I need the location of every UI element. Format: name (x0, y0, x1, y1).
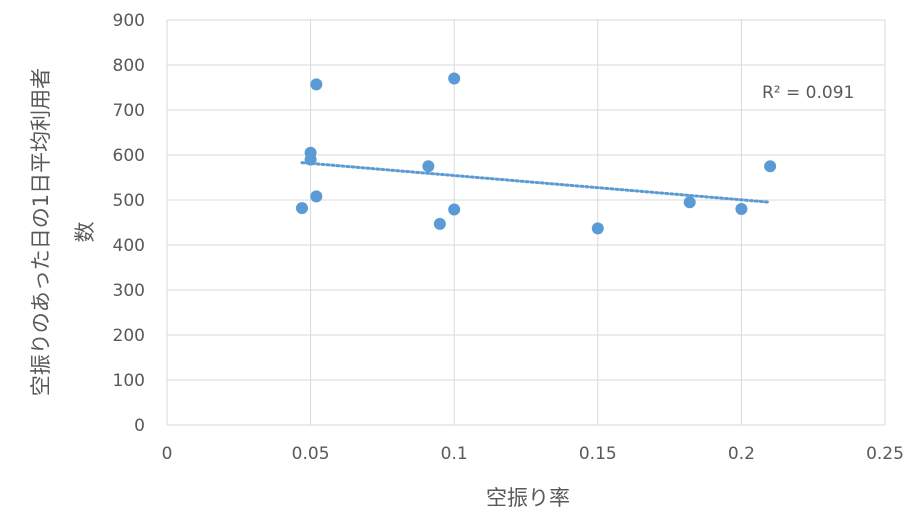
y-tick-label: 300 (113, 281, 145, 301)
data-point (295, 202, 308, 215)
y-tick-label: 800 (113, 56, 145, 76)
data-points (295, 72, 777, 235)
trendline (300, 161, 772, 204)
x-tick-label: 0.25 (866, 444, 904, 464)
y-tick-label: 400 (113, 236, 145, 256)
data-point (310, 190, 323, 203)
data-point (448, 203, 461, 216)
x-axis-label: 空振り率 (486, 486, 570, 510)
y-tick-label: 100 (113, 371, 145, 391)
data-point (433, 217, 446, 230)
data-point (448, 72, 461, 85)
y-tick-label: 600 (113, 146, 145, 166)
y-tick-label: 0 (134, 416, 145, 436)
r-squared-annotation: R² = 0.091 (762, 83, 854, 103)
data-point (591, 222, 604, 235)
x-tick-label: 0.2 (728, 444, 755, 464)
y-axis-label-line2: 数 (73, 222, 97, 243)
data-point (683, 196, 696, 209)
data-point (304, 153, 317, 166)
data-point (422, 160, 435, 173)
axis-labels: 0 100 200 300 400 500 600 700 800 900 0 0.05 0.1 0.15… (113, 11, 904, 464)
y-tick-label: 500 (113, 191, 145, 211)
y-tick-label: 200 (113, 326, 145, 346)
x-tick-label: 0.15 (579, 444, 617, 464)
data-point (735, 203, 748, 215)
y-axis-label-line1: 空振りのあった日の1日平均利用者 (29, 68, 53, 396)
y-tick-label: 900 (113, 11, 145, 31)
x-tick-label: 0.1 (441, 444, 468, 464)
grid-lines (166, 19, 886, 426)
x-tick-label: 0.05 (292, 444, 330, 464)
data-point (310, 78, 323, 91)
y-tick-label: 700 (113, 101, 145, 121)
data-point (764, 160, 777, 173)
trendline-layer (300, 161, 772, 204)
x-tick-label: 0 (162, 444, 173, 464)
